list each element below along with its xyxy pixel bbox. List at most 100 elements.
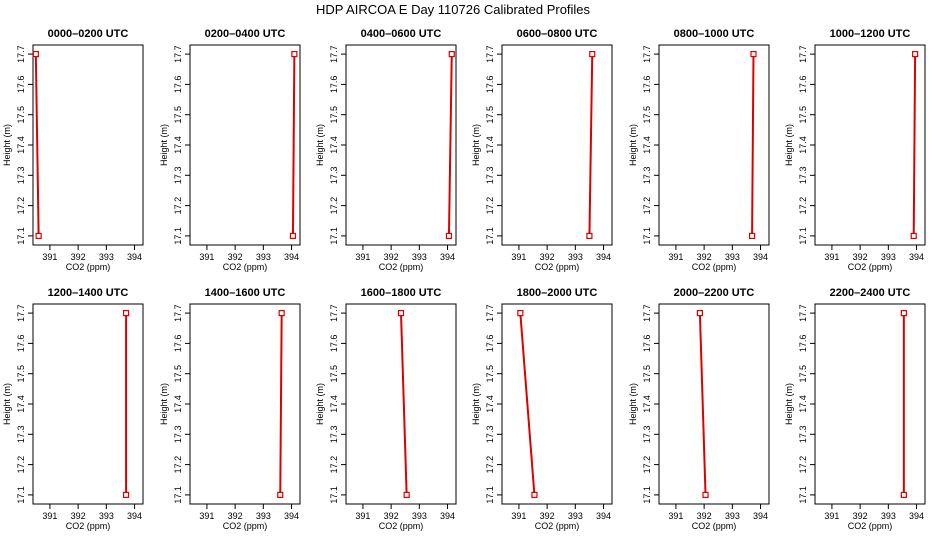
profile-line [279, 313, 283, 495]
y-tick-label: 17.5 [485, 106, 495, 124]
y-tick-label: 17.3 [16, 426, 26, 444]
y-tick-label: 17.2 [485, 197, 495, 215]
panel-title: 0200–0400 UTC [205, 28, 286, 40]
y-tick-label: 17.4 [485, 395, 495, 413]
panel-title: 1200–1400 UTC [48, 287, 129, 299]
x-axis-label: CO2 (ppm) [848, 521, 893, 531]
profile-line [34, 54, 40, 236]
y-axis-label: Height (m) [2, 383, 12, 425]
data-point [403, 491, 410, 499]
y-tick-label: 17.6 [16, 76, 26, 94]
data-point [32, 50, 39, 58]
x-tick-label: 394 [440, 511, 455, 521]
y-tick-label: 17.1 [329, 486, 339, 504]
x-tick-label: 392 [853, 252, 868, 262]
y-tick-label: 17.2 [642, 456, 652, 474]
data-point [289, 232, 297, 240]
x-tick-label: 391 [511, 252, 526, 262]
data-point [445, 232, 453, 240]
y-tick-label: 17.6 [642, 76, 652, 94]
x-tick-label: 394 [596, 252, 611, 262]
x-tick-label: 392 [71, 252, 86, 262]
data-point [531, 491, 538, 499]
y-tick-label: 17.7 [798, 45, 808, 63]
x-tick-label: 394 [909, 511, 924, 521]
panel-11: 2000–2200 UTC 391 392 393 394 17.1 17.2 17.3 17.… [628, 287, 770, 531]
y-tick-label: 17.2 [329, 197, 339, 215]
y-tick-label: 17.4 [642, 395, 652, 413]
data-point [900, 309, 907, 317]
y-tick-label: 17.4 [798, 395, 808, 413]
y-tick-label: 17.6 [485, 76, 495, 94]
y-tick-label: 17.1 [16, 227, 26, 245]
x-tick-label: 392 [540, 252, 555, 262]
y-tick-label: 17.4 [642, 136, 652, 154]
x-tick-label: 394 [753, 252, 768, 262]
y-tick-label: 17.2 [642, 197, 652, 215]
data-point [278, 309, 285, 317]
x-tick-label: 391 [824, 252, 839, 262]
y-tick-label: 17.6 [485, 335, 495, 353]
x-tick-label: 391 [355, 252, 370, 262]
y-tick-label: 17.5 [173, 365, 183, 383]
y-axis-label: Height (m) [2, 124, 12, 166]
panel-title: 0400–0600 UTC [361, 28, 442, 40]
y-axis-label: Height (m) [628, 124, 638, 166]
plot-frame [189, 44, 301, 246]
y-tick-label: 17.5 [798, 365, 808, 383]
y-tick-label: 17.2 [16, 456, 26, 474]
y-tick-label: 17.4 [16, 395, 26, 413]
data-point [122, 491, 130, 499]
panel-title: 1800–2000 UTC [517, 287, 598, 299]
x-tick-label: 392 [228, 511, 243, 521]
x-tick-label: 392 [71, 511, 86, 521]
y-tick-label: 17.4 [485, 136, 495, 154]
plot-frame [189, 303, 301, 505]
y-tick-label: 17.1 [16, 486, 26, 504]
y-tick-label: 17.6 [329, 335, 339, 353]
y-tick-label: 17.7 [642, 304, 652, 322]
y-tick-label: 17.1 [329, 227, 339, 245]
y-tick-label: 17.3 [798, 426, 808, 444]
panel-title: 0600–0800 UTC [517, 28, 598, 40]
x-tick-label: 393 [568, 511, 583, 521]
panel-4: 0600–0800 UTC 391 392 393 394 17.1 17.2 17.3 17.… [471, 28, 613, 272]
panel-title: 0800–1000 UTC [674, 28, 755, 40]
panel-12: 2200–2400 UTC 391 392 393 394 17.1 17.2 17.3 17.… [784, 287, 926, 531]
profile-line [291, 54, 296, 236]
x-axis-label: CO2 (ppm) [692, 521, 737, 531]
panel-title: 1600–1800 UTC [361, 287, 442, 299]
y-axis-label: Height (m) [315, 124, 325, 166]
x-tick-label: 392 [540, 511, 555, 521]
data-point [35, 232, 42, 240]
x-tick-label: 393 [99, 511, 114, 521]
x-tick-label: 391 [824, 511, 839, 521]
y-tick-label: 17.1 [798, 486, 808, 504]
x-tick-label: 391 [668, 511, 683, 521]
y-tick-label: 17.6 [798, 335, 808, 353]
x-tick-label: 391 [199, 252, 214, 262]
y-axis-label: Height (m) [471, 383, 481, 425]
y-tick-label: 17.3 [485, 426, 495, 444]
x-tick-label: 392 [384, 252, 399, 262]
y-axis-label: Height (m) [784, 383, 794, 425]
x-tick-label: 393 [256, 252, 271, 262]
x-tick-label: 392 [853, 511, 868, 521]
panels-group: 0000–0200 UTC 391 392 393 394 17.1 17.2 17.3 17.… [2, 28, 926, 531]
y-tick-label: 17.3 [173, 426, 183, 444]
x-tick-label: 394 [440, 252, 455, 262]
x-tick-label: 391 [42, 252, 57, 262]
data-point [122, 309, 130, 317]
y-tick-label: 17.7 [485, 45, 495, 63]
data-point [748, 232, 756, 240]
y-tick-label: 17.7 [329, 45, 339, 63]
plot-frame [814, 44, 926, 246]
x-tick-label: 392 [697, 511, 712, 521]
y-tick-label: 17.2 [16, 197, 26, 215]
y-axis-label: Height (m) [784, 124, 794, 166]
x-tick-label: 393 [881, 252, 896, 262]
y-tick-label: 17.5 [642, 365, 652, 383]
x-tick-label: 391 [668, 252, 683, 262]
y-axis-label: Height (m) [471, 124, 481, 166]
data-point [702, 491, 709, 499]
